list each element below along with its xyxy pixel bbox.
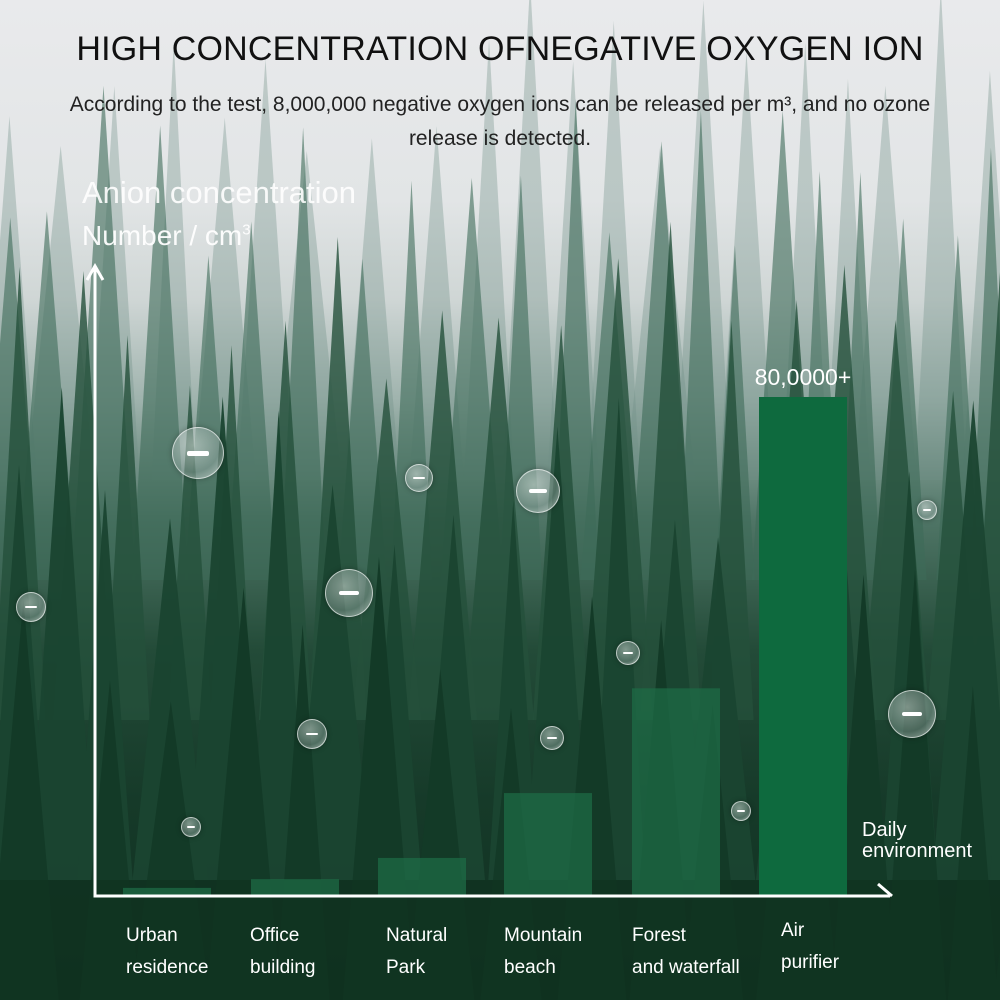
category-label: Air purifier — [781, 920, 840, 973]
tree-shape — [132, 518, 208, 880]
tree-shape — [105, 335, 150, 720]
bar-1 — [251, 879, 339, 896]
page-title: HIGH CONCENTRATION OFNEGATIVE OXYGEN ION — [76, 30, 924, 68]
negative-ion-minus-icon — [405, 464, 433, 492]
category-label: Urban residence — [126, 925, 209, 978]
negative-ion-minus-icon — [325, 569, 373, 617]
tree-shape — [990, 753, 1000, 880]
y-axis-unit-text: Number / cm — [82, 220, 243, 251]
tree-shape — [351, 378, 421, 720]
x-axis-label: Daily environment — [862, 819, 973, 862]
category-label: Mountain beach — [504, 925, 583, 978]
negative-ion-minus-icon — [616, 641, 640, 665]
axis-lines — [93, 268, 890, 898]
negative-ion-minus-icon — [181, 817, 201, 837]
bar-5 — [759, 397, 847, 896]
tree-shape — [132, 125, 189, 581]
tree-shape — [524, 426, 590, 880]
negative-ion-minus-icon — [731, 801, 751, 821]
negative-ion-minus-icon — [516, 469, 560, 513]
ground-shade — [0, 880, 1000, 1000]
negative-ion-minus-icon — [540, 726, 564, 750]
negative-ion-minus-icon — [16, 592, 46, 622]
y-axis-unit: Number / cm3 — [82, 220, 251, 252]
category-label: Forest and waterfall — [632, 925, 740, 978]
negative-ion-minus-icon — [917, 500, 937, 520]
data-label: 80,0000+ — [755, 364, 852, 390]
tree-shape — [28, 387, 96, 880]
tree-shape — [679, 110, 723, 581]
bar-3 — [504, 793, 592, 896]
tree-shape — [409, 125, 464, 481]
negative-ion-minus-icon — [297, 719, 327, 749]
page-subtitle: According to the test, 8,000,000 negativ… — [69, 93, 931, 150]
tree-shape — [250, 410, 307, 880]
negative-ion-minus-icon — [172, 427, 224, 479]
y-axis-label: Anion concentration — [82, 175, 357, 210]
bar-4 — [632, 688, 720, 896]
negative-ion-minus-icon — [888, 690, 936, 738]
category-label: Office building — [250, 925, 316, 978]
tree-shape — [488, 500, 539, 880]
category-label: Natural Park — [386, 925, 448, 978]
bar-0 — [123, 887, 211, 896]
bar-2 — [378, 857, 466, 896]
y-axis-unit-sup: 3 — [242, 221, 251, 239]
tree-shape — [640, 221, 702, 720]
tree-shape — [932, 400, 1000, 880]
x-axis-arrow — [877, 882, 893, 898]
y-axis-arrow — [85, 262, 105, 281]
